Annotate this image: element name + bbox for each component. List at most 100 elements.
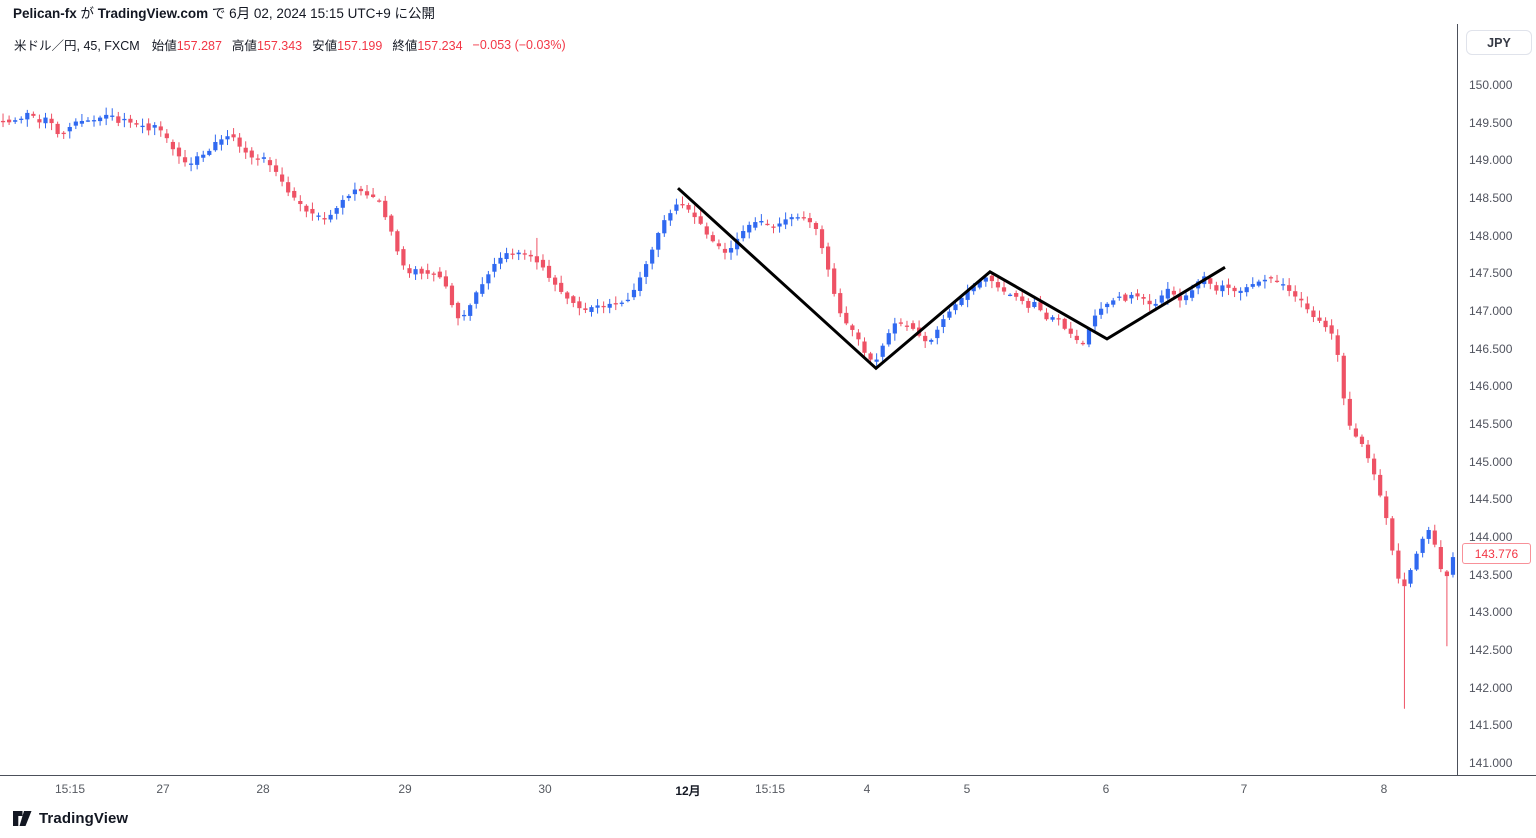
candle-wick (627, 292, 629, 303)
candle-body (656, 233, 661, 250)
candle-wick (2, 113, 4, 128)
price-tick-label: 143.500 (1469, 567, 1513, 582)
candle-body (747, 224, 752, 233)
candle-body (122, 118, 127, 121)
candle-body (1165, 288, 1170, 299)
candle-body (838, 293, 843, 314)
candle-body (753, 222, 758, 228)
candle-body (0, 120, 6, 123)
candle-body (777, 223, 782, 227)
time-tick-label: 4 (863, 782, 871, 796)
candle-body (1365, 444, 1371, 459)
candle-body (1038, 302, 1043, 311)
candle-body (601, 305, 606, 308)
zigzag-trendline[interactable] (676, 187, 1226, 371)
candle-body (474, 292, 479, 304)
candle-body (437, 271, 442, 278)
candle-body (498, 257, 503, 264)
candle-body (735, 238, 740, 250)
candle-body (589, 307, 594, 312)
chart-container: 米ドル／円, 45, FXCM 始値157.287 高値157.343 安値157.… (0, 28, 1457, 775)
candle-body (1171, 290, 1176, 295)
candle-body (1232, 287, 1237, 292)
candle-wick (1106, 302, 1108, 314)
candle-body (862, 341, 867, 353)
candle-body (176, 147, 182, 157)
price-axis[interactable]: JPY 150.000 149.500 149.000 148.500 148.000 1… (1457, 24, 1536, 803)
symbol-title[interactable]: 米ドル／円, 45, FXCM (14, 39, 140, 53)
candle-body (741, 231, 746, 239)
candle-body (856, 332, 861, 340)
candle-wick (791, 213, 793, 227)
candle-body (1426, 530, 1431, 539)
candle-body (1026, 301, 1031, 308)
ohlc-value: 157.234 (417, 39, 463, 53)
candle-body (1335, 335, 1340, 355)
candle-body (953, 304, 958, 311)
candle-body (1153, 303, 1158, 306)
candle-body (686, 204, 691, 210)
candle-body (1305, 303, 1310, 310)
candlestick-plot[interactable] (0, 28, 1457, 775)
candle-body (116, 116, 121, 123)
candle-wick (760, 214, 762, 226)
candle-body (759, 221, 764, 223)
candle-wick (991, 274, 993, 289)
candle-body (886, 333, 891, 345)
candle-body (243, 147, 248, 153)
candle-body (995, 282, 1001, 288)
candle-body (79, 120, 84, 124)
candle-body (941, 319, 946, 327)
candle-body (1256, 281, 1261, 286)
candle-body (431, 273, 436, 275)
candle-body (1359, 436, 1365, 444)
candle-body (540, 259, 546, 268)
candle-body (625, 299, 630, 302)
header-separator-1: が (76, 6, 98, 21)
candle-body (1378, 474, 1383, 496)
candle-body (110, 115, 115, 117)
candle-body (91, 120, 97, 122)
candle-body (546, 265, 552, 278)
candle-body (480, 284, 485, 294)
time-axis[interactable]: 15:15 27 28 29 30 12月 15:15 4 5 6 7 8 (0, 775, 1536, 803)
candle-body (528, 254, 533, 257)
candle-body (304, 205, 309, 212)
price-tick-label: 148.000 (1469, 228, 1513, 243)
candle-body (771, 226, 776, 228)
candle-body (249, 150, 254, 158)
candle-body (522, 253, 527, 255)
candle-body (1014, 293, 1019, 297)
ohlc-pair: 高値157.343 (232, 35, 302, 54)
currency-unit-button[interactable]: JPY (1466, 30, 1532, 55)
candle-body (1414, 553, 1419, 570)
candle-wick (1234, 285, 1236, 298)
candle-body (874, 359, 879, 362)
candle-wick (1252, 277, 1254, 289)
symbol-legend: 米ドル／円, 45, FXCM 始値157.287 高値157.343 安値157.… (14, 35, 566, 54)
candle-body (571, 296, 576, 303)
candle-body (413, 269, 418, 275)
candle-body (1299, 298, 1304, 301)
candle-body (1420, 538, 1425, 553)
candle-body (619, 302, 624, 304)
candle-body (662, 220, 667, 234)
candle-body (710, 235, 715, 242)
candle-body (219, 139, 224, 145)
candle-body (577, 301, 582, 309)
candle-body (868, 353, 873, 360)
candle-body (910, 323, 916, 329)
candle-body (164, 133, 169, 139)
candle-body (280, 174, 285, 182)
candle-wick (372, 187, 374, 199)
candle-body (98, 117, 103, 122)
candle-body (534, 256, 539, 263)
footer: TradingView (13, 810, 128, 827)
candle-wick (851, 323, 853, 337)
candle-body (692, 212, 697, 218)
tradingview-logo[interactable]: TradingView (13, 810, 128, 827)
candle-body (1177, 295, 1183, 301)
candle-wick (1058, 314, 1060, 326)
candle-body (898, 322, 903, 324)
time-tick-label: 12月 (675, 784, 701, 798)
